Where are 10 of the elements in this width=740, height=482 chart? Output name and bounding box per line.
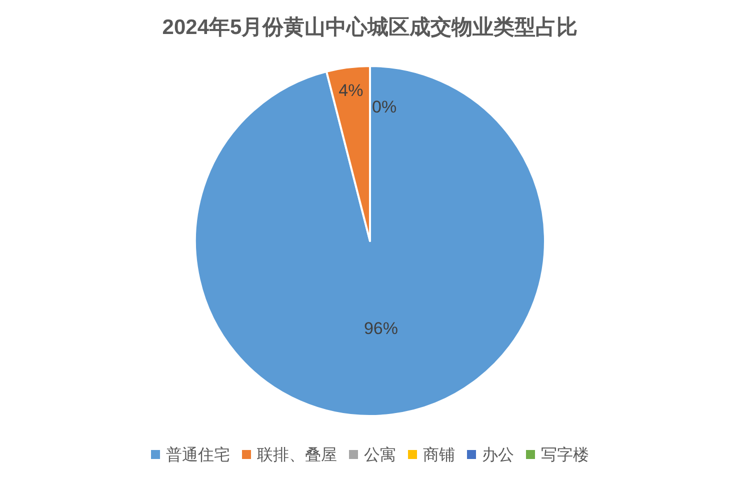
legend-label: 办公 bbox=[482, 447, 514, 464]
data-label: 0% bbox=[372, 97, 397, 116]
legend-label: 联排、叠屋 bbox=[257, 447, 337, 464]
legend-label: 商铺 bbox=[423, 447, 455, 464]
legend-label: 普通住宅 bbox=[166, 447, 230, 464]
chart-title: 2024年5月份黄山中心城区成交物业类型占比 bbox=[162, 16, 578, 39]
legend-label: 写字楼 bbox=[541, 447, 589, 464]
legend-label: 公寓 bbox=[364, 447, 396, 464]
data-label: 96% bbox=[364, 318, 398, 338]
data-label: 4% bbox=[338, 80, 364, 100]
